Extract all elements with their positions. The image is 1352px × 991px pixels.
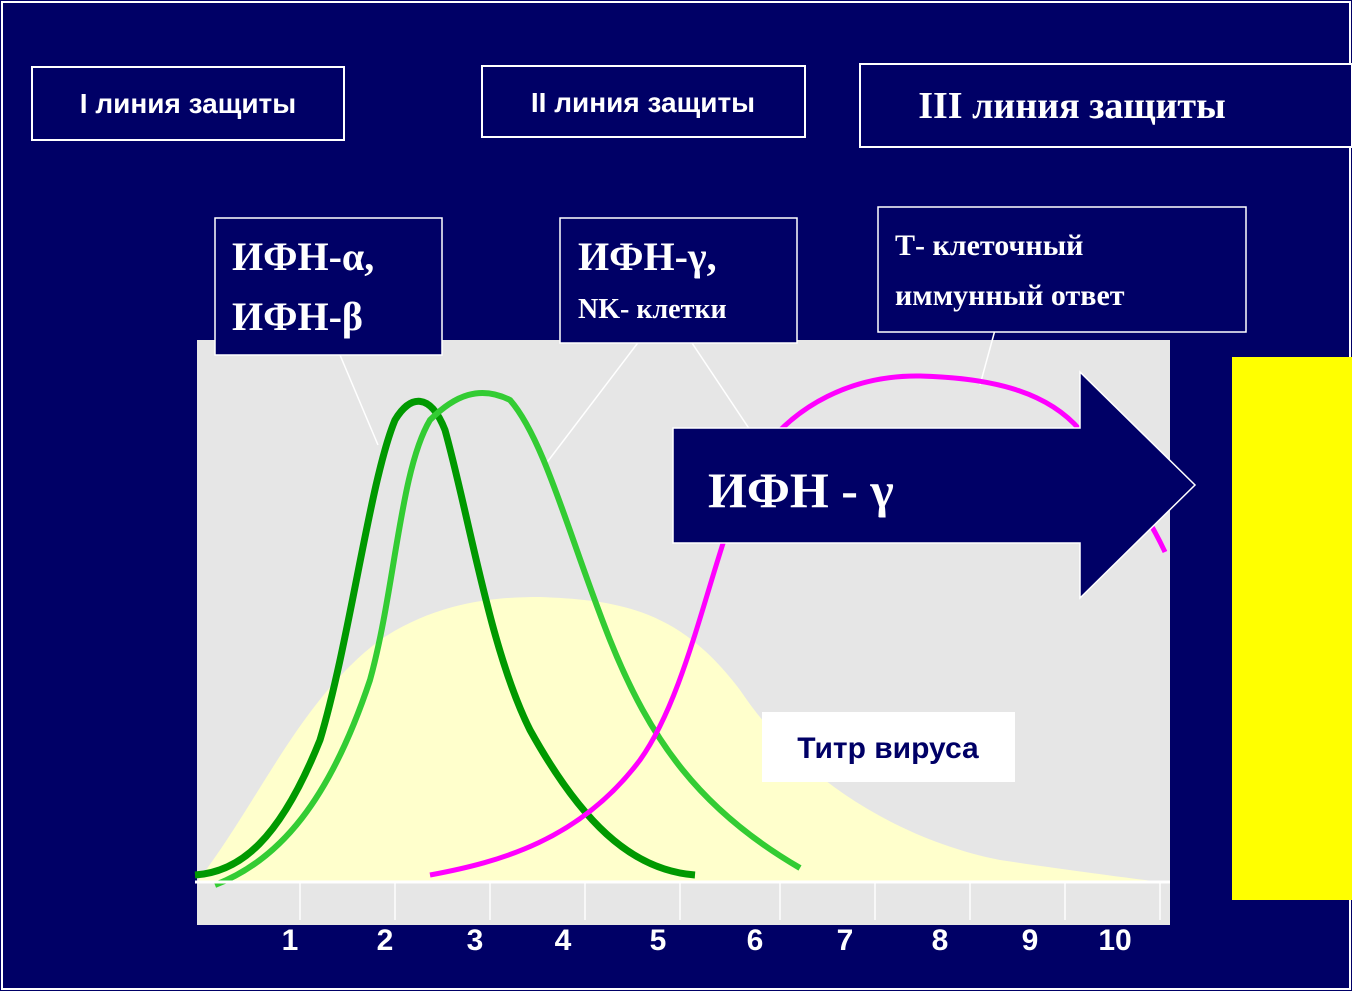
- callout-line: ИФН-β: [232, 294, 363, 339]
- axis-label: 7: [837, 924, 854, 957]
- axis-label: 8: [932, 924, 949, 957]
- callout-line: ИФН-α,: [232, 234, 374, 279]
- axis-label: 6: [747, 924, 764, 957]
- callout-line: NK- клетки: [578, 294, 727, 325]
- axis-label: 10: [1098, 924, 1131, 957]
- axis-label: 3: [467, 924, 484, 957]
- axis-label: 4: [555, 924, 572, 957]
- header-box: III линия защиты: [918, 85, 1226, 127]
- axis-label: 1: [282, 924, 299, 957]
- axis-label: 2: [377, 924, 394, 957]
- header-box: II линия защиты: [531, 87, 755, 118]
- axis-label: 9: [1022, 924, 1039, 957]
- callout-line: ИФН-γ,: [578, 234, 717, 279]
- callout-line: иммунный ответ: [895, 279, 1125, 312]
- slide: 1 2 3 4 5 6 7 8 9 10 ИФН - γ Титр вируса I линия …: [0, 0, 1352, 991]
- virus-label: Титр вируса: [797, 732, 979, 765]
- header-box: I линия защиты: [80, 88, 296, 119]
- arrow-label: ИФН - γ: [708, 462, 894, 518]
- yellow-panel: [1232, 357, 1352, 900]
- axis-label: 5: [650, 924, 667, 957]
- callout-line: Т- клеточный: [895, 229, 1083, 262]
